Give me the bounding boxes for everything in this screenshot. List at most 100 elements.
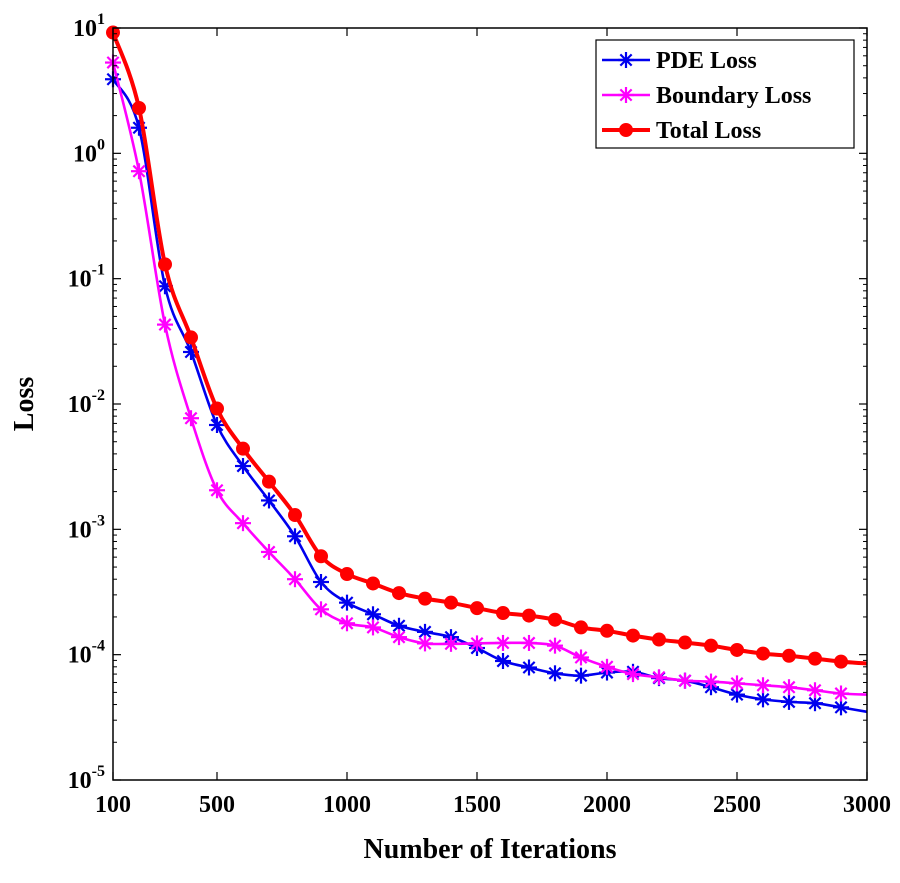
data-point-boundary-loss bbox=[391, 629, 407, 646]
series-line-pde-loss bbox=[111, 78, 868, 714]
data-point-boundary-loss bbox=[157, 316, 173, 333]
data-point-boundary-loss bbox=[339, 615, 355, 632]
data-point-boundary-loss bbox=[209, 482, 225, 499]
data-point-boundary-loss bbox=[651, 669, 667, 686]
x-tick-label: 1000 bbox=[323, 792, 371, 818]
data-point-pde-loss bbox=[417, 623, 433, 640]
data-point-total-loss bbox=[262, 474, 276, 489]
y-axis-title: Loss bbox=[9, 377, 40, 432]
data-point-total-loss bbox=[236, 441, 250, 456]
series-boundary-loss bbox=[105, 54, 868, 702]
data-point-boundary-loss bbox=[729, 675, 745, 692]
data-point-total-loss bbox=[626, 628, 640, 643]
data-point-total-loss bbox=[418, 591, 432, 606]
data-point-total-loss bbox=[340, 567, 354, 582]
data-point-pde-loss bbox=[209, 416, 225, 433]
data-point-total-loss bbox=[470, 601, 484, 616]
data-point-pde-loss bbox=[495, 653, 511, 670]
x-tick-label: 2000 bbox=[583, 792, 631, 818]
data-point-total-loss bbox=[678, 635, 692, 650]
data-point-total-loss bbox=[522, 608, 536, 623]
data-point-boundary-loss bbox=[599, 658, 615, 675]
y-tick-exponent: -1 bbox=[92, 262, 105, 279]
data-point-total-loss bbox=[600, 623, 614, 638]
data-point-total-loss bbox=[730, 642, 744, 657]
data-point-total-loss bbox=[132, 100, 146, 115]
data-point-boundary-loss bbox=[131, 163, 147, 180]
tick-labels: 100 500 1000 1500 2000 2500 300010110010-110-2… bbox=[68, 11, 891, 818]
y-tick-base: 10 bbox=[73, 141, 97, 167]
data-point-total-loss bbox=[782, 648, 796, 663]
y-tick-base: 10 bbox=[73, 16, 97, 42]
legend-label: Total Loss bbox=[656, 118, 761, 144]
data-point-pde-loss bbox=[521, 659, 537, 676]
y-tick-label: 10-1 bbox=[68, 262, 105, 293]
y-tick-base: 10 bbox=[68, 643, 92, 669]
series-line-boundary-loss bbox=[111, 62, 868, 696]
data-point-boundary-loss bbox=[469, 635, 485, 652]
y-tick-label: 10-5 bbox=[68, 763, 105, 794]
x-tick-label: 500 bbox=[199, 792, 235, 818]
data-point-total-loss bbox=[652, 632, 666, 647]
data-point-boundary-loss bbox=[703, 673, 719, 690]
data-point-pde-loss bbox=[313, 574, 329, 591]
data-point-total-loss bbox=[314, 549, 328, 564]
data-point-total-loss bbox=[288, 508, 302, 523]
y-tick-label: 101 bbox=[73, 11, 105, 42]
data-point-total-loss bbox=[158, 257, 172, 272]
data-point-total-loss bbox=[574, 620, 588, 635]
data-point-boundary-loss bbox=[235, 515, 251, 532]
data-point-boundary-loss bbox=[287, 571, 303, 588]
x-tick-label: 100 bbox=[95, 792, 131, 818]
x-tick-label: 2500 bbox=[713, 792, 761, 818]
data-point-boundary-loss bbox=[625, 666, 641, 683]
data-point-boundary-loss bbox=[547, 637, 563, 654]
series-layer bbox=[105, 25, 868, 716]
y-tick-label: 10-4 bbox=[68, 638, 105, 669]
data-point-total-loss bbox=[392, 586, 406, 601]
data-point-total-loss bbox=[366, 576, 380, 591]
data-point-boundary-loss bbox=[261, 543, 277, 560]
data-point-total-loss bbox=[496, 606, 510, 621]
data-point-pde-loss bbox=[235, 458, 251, 475]
data-point-boundary-loss bbox=[833, 685, 849, 702]
axis-ticks bbox=[112, 27, 868, 781]
data-point-boundary-loss bbox=[755, 677, 771, 694]
x-tick-label: 1500 bbox=[453, 792, 501, 818]
legend-label: PDE Loss bbox=[656, 48, 757, 74]
data-point-total-loss bbox=[756, 646, 770, 661]
data-point-pde-loss bbox=[339, 594, 355, 611]
legend-entry-pde-loss: PDE Loss bbox=[602, 48, 757, 74]
y-tick-exponent: -2 bbox=[92, 387, 105, 404]
x-tick-label: 3000 bbox=[843, 792, 891, 818]
y-tick-exponent: -3 bbox=[92, 512, 105, 529]
data-point-pde-loss bbox=[547, 665, 563, 682]
y-tick-base: 10 bbox=[68, 392, 92, 418]
y-tick-exponent: -4 bbox=[92, 638, 105, 655]
y-tick-label: 100 bbox=[73, 136, 105, 167]
legend-marker bbox=[618, 52, 634, 68]
legend-entry-boundary-loss: Boundary Loss bbox=[602, 83, 811, 109]
data-point-total-loss bbox=[834, 654, 848, 669]
series-pde-loss bbox=[105, 71, 868, 716]
data-point-pde-loss bbox=[781, 693, 797, 710]
y-tick-exponent: 0 bbox=[97, 136, 105, 153]
data-point-boundary-loss bbox=[417, 635, 433, 652]
data-point-pde-loss bbox=[287, 528, 303, 545]
legend-label: Boundary Loss bbox=[656, 83, 811, 109]
y-tick-base: 10 bbox=[68, 517, 92, 543]
data-point-boundary-loss bbox=[443, 635, 459, 652]
data-point-pde-loss bbox=[261, 492, 277, 509]
y-tick-exponent: 1 bbox=[97, 11, 105, 28]
data-point-total-loss bbox=[808, 651, 822, 666]
series-total-loss bbox=[106, 25, 868, 669]
data-point-pde-loss bbox=[833, 699, 849, 716]
data-point-total-loss bbox=[184, 330, 198, 345]
data-point-pde-loss bbox=[755, 691, 771, 708]
data-point-boundary-loss bbox=[573, 649, 589, 666]
data-point-total-loss bbox=[704, 638, 718, 653]
legend-marker bbox=[618, 87, 634, 103]
data-point-pde-loss bbox=[573, 667, 589, 684]
y-tick-base: 10 bbox=[68, 768, 92, 794]
